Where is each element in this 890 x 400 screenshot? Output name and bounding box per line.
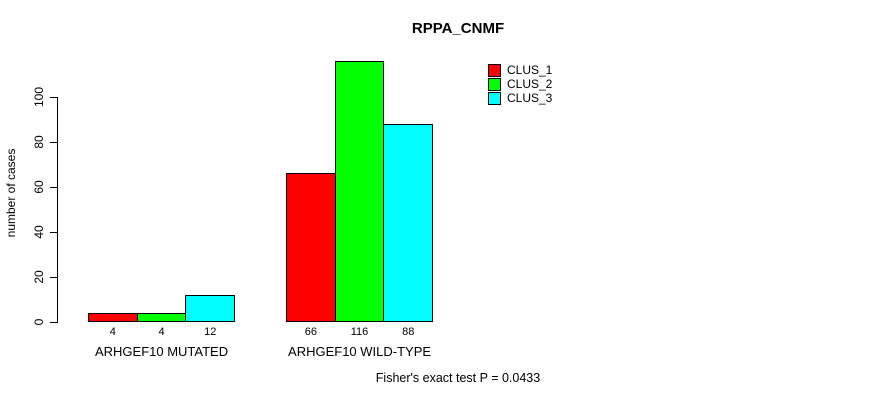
legend-label-clus-1: CLUS_1 <box>507 63 553 77</box>
y-axis-tick <box>50 277 57 278</box>
y-axis-tick-label: 100 <box>32 86 46 108</box>
bar-clus-1-arhgef10-mutated <box>88 313 138 322</box>
y-axis-tick-label: 80 <box>32 135 46 149</box>
y-axis-tick-label: 60 <box>32 180 46 194</box>
category-label-arhgef10-wild-type: ARHGEF10 WILD-TYPE <box>288 344 432 359</box>
legend-item-clus-2: CLUS_2 <box>488 77 552 91</box>
bar-clus-2-arhgef10-mutated <box>136 313 187 322</box>
y-axis-tick <box>50 232 57 233</box>
y-axis-tick-label: 20 <box>32 270 46 284</box>
y-axis-line <box>57 97 58 323</box>
legend-swatch-clus-1 <box>488 63 501 77</box>
legend-label-clus-3: CLUS_3 <box>507 91 553 105</box>
y-axis-label: number of cases <box>4 148 18 238</box>
bar-value-label: 12 <box>204 326 217 338</box>
bar-clus-2-arhgef10-wild-type <box>334 61 385 322</box>
bar-value-label: 116 <box>350 326 369 338</box>
bar-value-label: 66 <box>304 326 317 338</box>
chart-title: RPPA_CNMF <box>411 20 505 37</box>
legend-item-clus-1: CLUS_1 <box>488 63 552 77</box>
bar-value-label: 88 <box>402 326 415 338</box>
y-axis-tick <box>50 142 57 143</box>
y-axis-tick-label: 0 <box>32 318 46 326</box>
bar-value-label: 4 <box>158 326 165 338</box>
legend-swatch-clus-2 <box>488 77 501 91</box>
annotation-text: Fisher's exact test P = 0.0433 <box>375 371 541 385</box>
y-axis-tick <box>50 187 57 188</box>
legend-item-clus-3: CLUS_3 <box>488 91 552 105</box>
y-axis-tick-label: 40 <box>32 225 46 239</box>
bar-value-label: 4 <box>109 326 116 338</box>
bar-clus-3-arhgef10-mutated <box>185 295 236 322</box>
legend: CLUS_1 CLUS_2 CLUS_3 <box>488 63 552 105</box>
bar-clus-1-arhgef10-wild-type <box>286 173 336 322</box>
y-axis-tick <box>50 322 57 323</box>
legend-label-clus-2: CLUS_2 <box>507 77 553 91</box>
legend-swatch-clus-3 <box>488 91 501 105</box>
bar-clus-3-arhgef10-wild-type <box>383 124 434 322</box>
y-axis-tick <box>50 97 57 98</box>
category-label-arhgef10-mutated: ARHGEF10 MUTATED <box>94 344 229 359</box>
